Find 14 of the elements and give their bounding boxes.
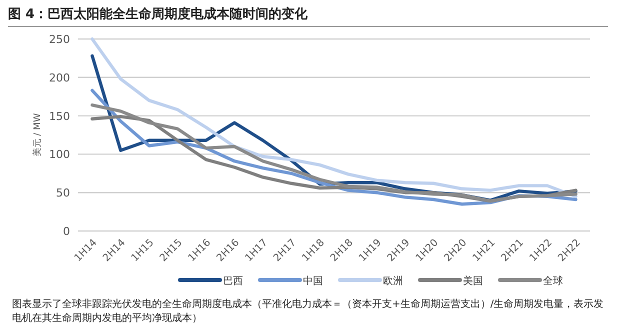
legend-label: 美国 [463,275,483,287]
y-tick-label: 0 [63,225,70,238]
y-tick-label: 200 [49,71,70,84]
legend-label: 中国 [303,275,323,287]
legend-label: 巴西 [223,276,243,287]
y-axis-title: 美元 / MW [32,113,43,157]
y-tick-label: 100 [49,148,70,162]
y-tick-label: 50 [56,186,70,200]
legend-label: 欧洲 [383,275,403,287]
legend-label: 全球 [543,275,563,287]
y-tick-label: 150 [49,110,70,123]
text: 图表显示了全球非跟踪光伏发电的全生命周期度电成本（平准化电力成本＝（资本开支+生命周期运营支出）/生命周期发电量，表示发电机在其生命周期内发电的平均净现成本） [12,298,605,326]
y-tick-label: 250 [49,33,70,46]
chart-title: 图 4：巴西太阳能全生命周期度电成本随时间的变化 [8,5,608,27]
